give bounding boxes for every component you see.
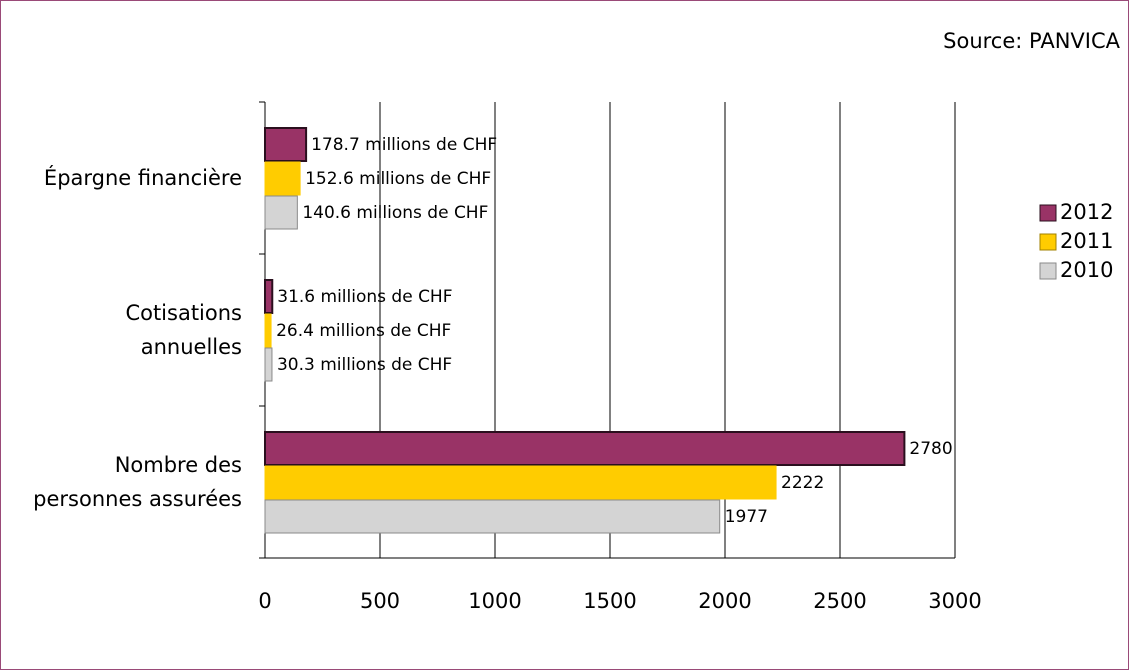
x-tick-label: 2500 <box>813 589 866 613</box>
bar <box>264 431 906 466</box>
x-tick-label: 500 <box>360 589 400 613</box>
bar <box>264 347 273 382</box>
source: Source: PANVICA <box>943 29 1120 53</box>
y-tick-label: annuelles <box>141 335 242 359</box>
x-tick-label: 2000 <box>698 589 751 613</box>
data-label: 178.7 millions de CHF <box>311 135 497 155</box>
data-label: 140.6 millions de CHF <box>302 203 488 223</box>
data-label: 152.6 millions de CHF <box>305 169 491 189</box>
legend-swatch <box>1039 233 1057 251</box>
y-tick-label: Cotisations <box>125 301 242 325</box>
data-label: 2780 <box>909 439 952 459</box>
bar <box>264 161 301 196</box>
data-label: 26.4 millions de CHF <box>276 321 451 341</box>
bar <box>264 313 272 348</box>
y-tick-label: Nombre des <box>115 453 242 477</box>
bar <box>264 279 274 314</box>
data-label: 30.3 millions de CHF <box>277 355 452 375</box>
legend-swatch <box>1039 204 1057 222</box>
x-tick-label: 0 <box>258 589 271 613</box>
legend-label: 2011 <box>1060 229 1113 253</box>
data-label: 2222 <box>781 473 824 493</box>
legend-label: 2010 <box>1060 258 1113 282</box>
bar <box>264 127 308 162</box>
y-tick-label: personnes assurées <box>33 487 242 511</box>
legend-label: 2012 <box>1060 200 1113 224</box>
x-tick-label: 3000 <box>928 589 981 613</box>
legend-swatch <box>1039 262 1057 280</box>
bar <box>264 195 298 230</box>
data-label: 1977 <box>725 507 768 527</box>
x-tick-label: 1000 <box>468 589 521 613</box>
x-tick-label: 1500 <box>583 589 636 613</box>
bar <box>264 499 721 534</box>
bar <box>264 465 777 500</box>
data-label: 31.6 millions de CHF <box>277 287 452 307</box>
y-tick-label: Épargne financière <box>44 165 242 190</box>
